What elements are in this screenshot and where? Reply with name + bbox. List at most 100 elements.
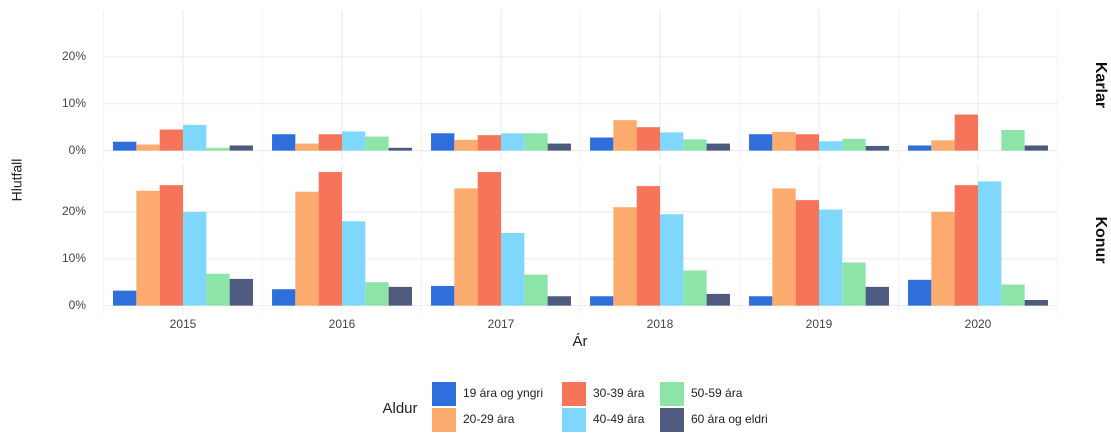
bar (431, 133, 455, 151)
bar (388, 147, 412, 151)
bar (819, 209, 843, 306)
bar (1024, 300, 1048, 306)
bar (1001, 284, 1025, 306)
bar (931, 140, 955, 151)
y-tick-label: 20% (62, 204, 86, 218)
bar (590, 137, 614, 151)
bar (954, 185, 978, 306)
legend-label: 60 ára og eldri (691, 412, 768, 426)
legend-label: 30-39 ára (593, 386, 645, 400)
bar (706, 293, 730, 306)
bar (842, 138, 866, 151)
bar (1001, 130, 1025, 151)
bar (547, 143, 571, 151)
bar (908, 279, 932, 306)
bar (136, 190, 160, 306)
bar (683, 139, 707, 151)
bar (272, 289, 296, 306)
bar (524, 133, 548, 151)
bar (1024, 145, 1048, 151)
bar (365, 136, 389, 151)
bar (590, 296, 614, 306)
x-tick-label: 2019 (806, 317, 833, 331)
bar (636, 127, 660, 151)
bar (795, 134, 819, 151)
bar (660, 214, 684, 306)
bar (454, 188, 478, 306)
bar (978, 181, 1002, 306)
legend-key (562, 382, 586, 406)
y-tick-label: 10% (62, 96, 86, 110)
bar (113, 141, 137, 151)
bar (454, 139, 478, 151)
bar (613, 120, 637, 151)
bar (477, 172, 501, 306)
bar (318, 172, 342, 306)
bar (547, 296, 571, 306)
bar (206, 147, 230, 151)
x-tick-label: 2018 (647, 317, 674, 331)
bar (183, 124, 207, 151)
x-tick-label: 2015 (170, 317, 197, 331)
bar (706, 143, 730, 151)
bar (136, 144, 160, 151)
bar (431, 285, 455, 306)
bar (295, 143, 319, 151)
bar (954, 114, 978, 151)
bar (229, 278, 253, 306)
y-tick-label: 10% (62, 251, 86, 265)
bar (501, 133, 525, 151)
y-tick-label: 0% (69, 298, 87, 312)
bar (295, 191, 319, 306)
bar (318, 134, 342, 151)
legend-label: 40-49 ára (593, 412, 645, 426)
bar (842, 262, 866, 306)
bar (501, 232, 525, 306)
legend-key (432, 408, 456, 432)
legend-label: 20-29 ára (463, 412, 515, 426)
x-tick-label: 2016 (329, 317, 356, 331)
bar (865, 286, 889, 306)
bar (388, 286, 412, 306)
bar (206, 273, 230, 306)
bar (931, 211, 955, 306)
y-tick-label: 0% (69, 143, 87, 157)
bar (613, 207, 637, 306)
legend-title: Aldur (382, 400, 417, 417)
bar (908, 145, 932, 151)
bar (524, 274, 548, 306)
legend-key (660, 408, 684, 432)
x-tick-label: 2017 (488, 317, 515, 331)
bar (819, 141, 843, 151)
legend-key (432, 382, 456, 406)
bar (229, 145, 253, 151)
bar (772, 188, 796, 306)
legend-label: 50-59 ára (691, 386, 743, 400)
bar (477, 135, 501, 151)
bar (772, 131, 796, 151)
legend-key (562, 408, 586, 432)
x-tick-label: 2020 (965, 317, 992, 331)
bar (660, 132, 684, 151)
bar (636, 186, 660, 306)
bar (365, 282, 389, 306)
bar (272, 134, 296, 151)
facet-label: Karlar (1092, 62, 1109, 108)
bar (795, 200, 819, 306)
bar (749, 134, 773, 151)
y-tick-label: 20% (62, 49, 86, 63)
bar (342, 131, 366, 151)
bar (183, 211, 207, 306)
facet-label: Konur (1092, 216, 1109, 263)
bar (159, 185, 183, 306)
x-axis-label: Ár (573, 333, 588, 350)
bar (865, 145, 889, 151)
bar (342, 221, 366, 306)
bar (159, 129, 183, 151)
legend-key (660, 382, 684, 406)
legend-label: 19 ára og yngri (463, 386, 543, 400)
bar (749, 296, 773, 306)
y-axis-label: Hlutfall (9, 159, 25, 202)
